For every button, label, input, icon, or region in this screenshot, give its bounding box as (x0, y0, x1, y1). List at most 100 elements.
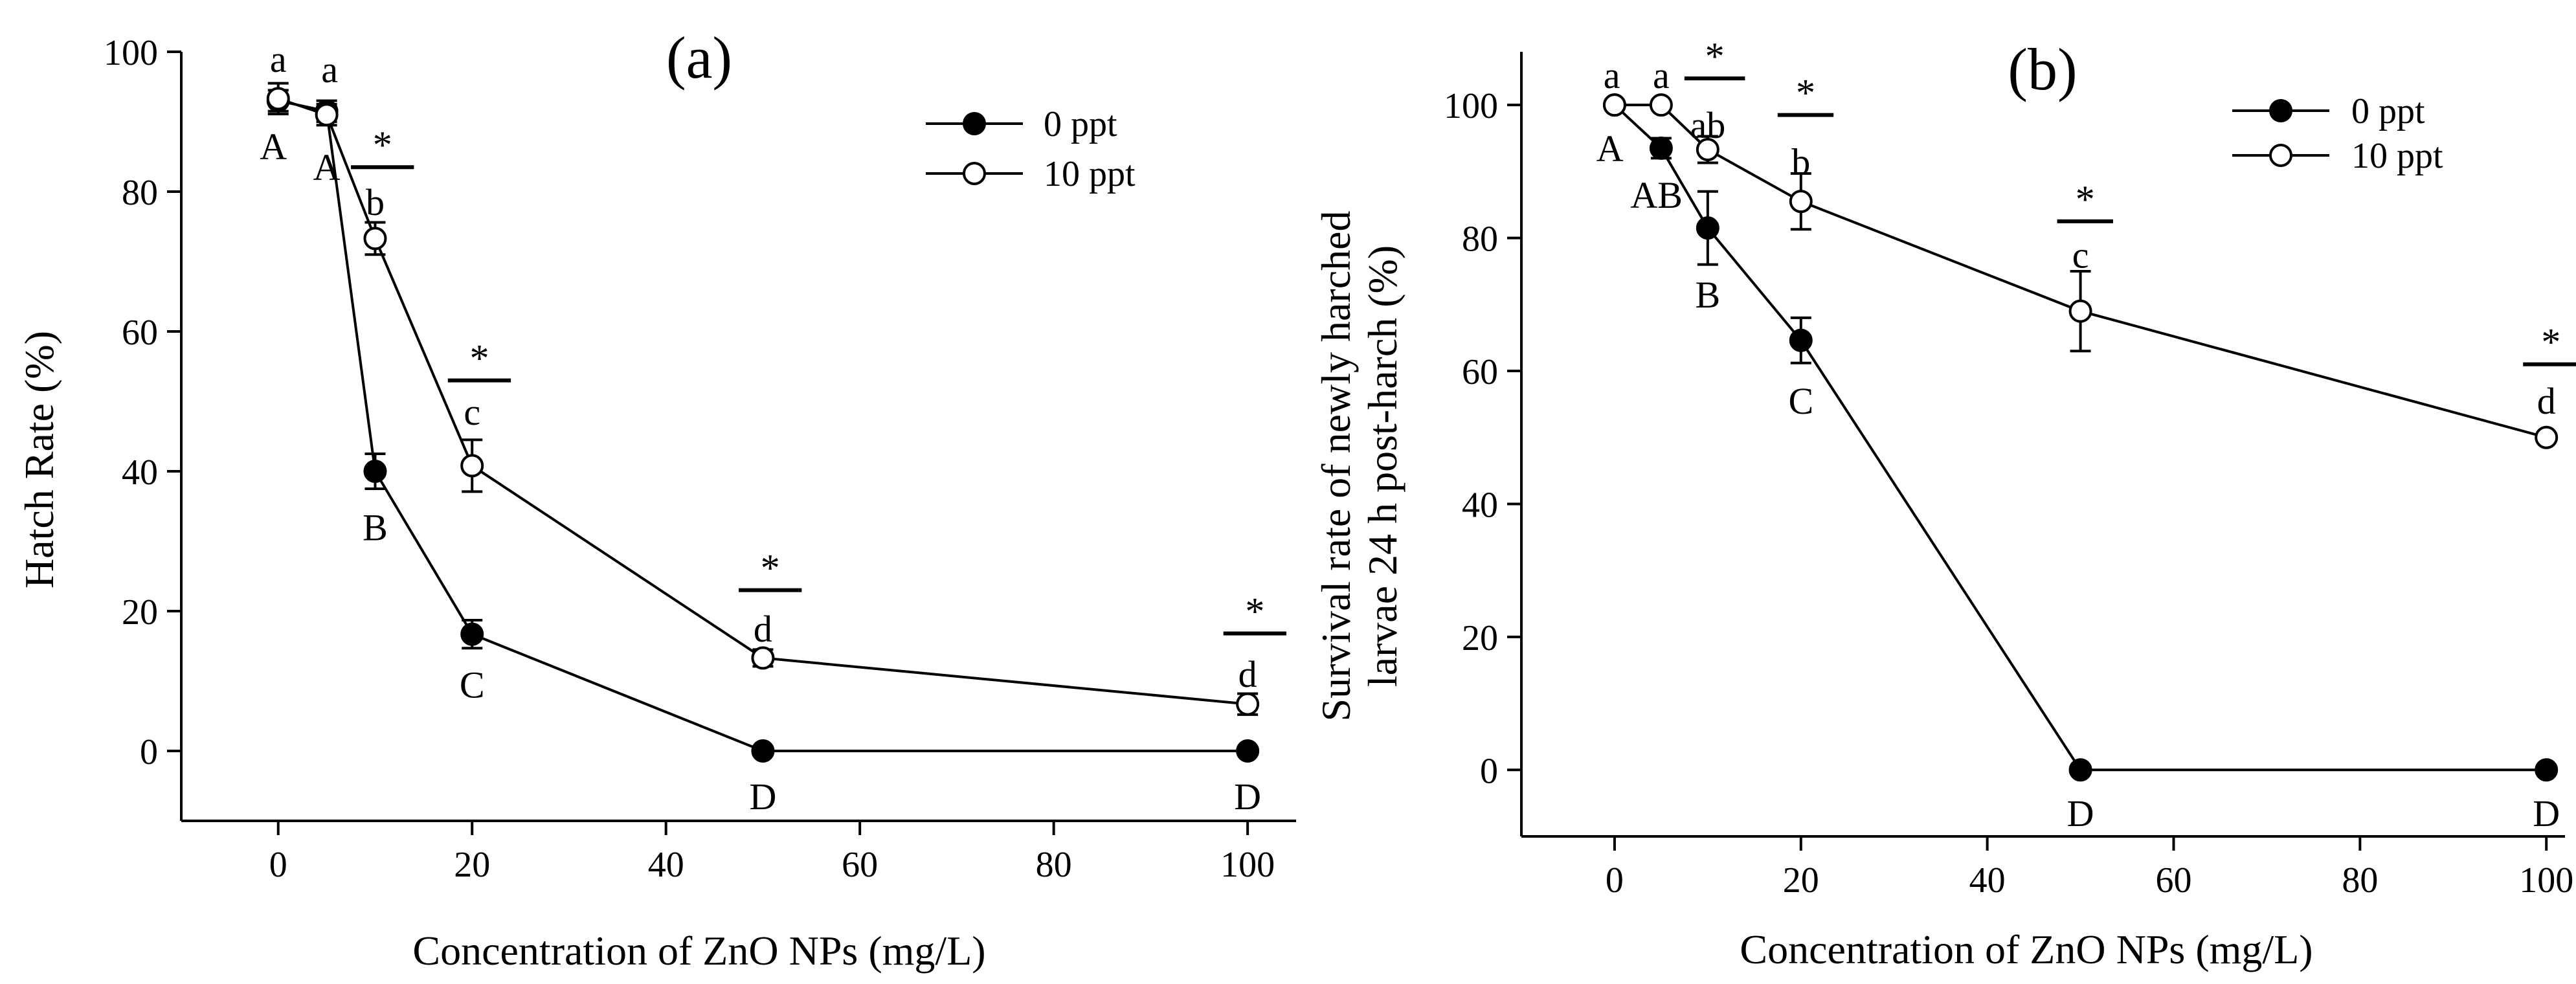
x-tick-label: 0 (1606, 860, 1624, 900)
data-point-10-ppt (1649, 93, 1673, 117)
y-tick-label: 60 (122, 313, 158, 353)
x-tick-label: 0 (269, 845, 287, 885)
group-letter-label: c (464, 391, 480, 433)
group-letter-label: B (1696, 274, 1721, 316)
panel-a-y-axis-label: Hatch Rate (%) (16, 331, 62, 588)
x-tick-label: 60 (842, 845, 878, 885)
legend-label: 0 ppt (1044, 104, 1117, 144)
legend-marker-open (963, 162, 986, 185)
data-point-0-ppt (1789, 328, 1813, 352)
panel-a-y-ticks: 0 20 40 60 80 100 (104, 33, 181, 772)
data-point-0-ppt (460, 622, 484, 646)
y-tick-label: 0 (1480, 751, 1498, 791)
group-letter-label: d (2537, 380, 2556, 422)
panel-b-title: (b) (2008, 36, 2077, 102)
group-letter-label: a (1653, 54, 1670, 96)
group-letter-label: B (363, 506, 388, 548)
x-tick-label: 60 (2156, 860, 2192, 900)
panel-a-annotations: a a b c d d A A B C D D (260, 38, 1261, 818)
panel-b-x-ticks: 0 20 40 60 80 100 (1606, 836, 2573, 900)
group-letter-label: A (1596, 128, 1624, 170)
x-tick-label: 20 (1783, 860, 1819, 900)
x-tick-label: 100 (2519, 860, 2573, 900)
group-letter-label: a (270, 38, 287, 80)
group-letter-label: AB (1630, 174, 1683, 216)
panel-b-y-axis-label-line-2: larvae 24 h post-harch (%) (1360, 245, 1406, 687)
legend-label: 0 ppt (2351, 91, 2425, 131)
data-point-10-ppt (1236, 692, 1260, 716)
data-point-0-ppt (751, 739, 775, 763)
legend-marker-open (2269, 144, 2292, 167)
data-point-0-ppt (2068, 758, 2092, 782)
data-point-10-ppt (266, 87, 290, 111)
legend-marker-filled (963, 112, 986, 135)
group-letter-label: b (366, 181, 385, 223)
significance-asterisk: * (2541, 321, 2560, 364)
y-tick-label: 0 (140, 732, 158, 772)
group-letter-label: d (1238, 653, 1257, 695)
group-letter-label: a (321, 49, 338, 91)
panel-b-significance-marks: * * * * (1684, 35, 2576, 366)
significance-asterisk: * (2076, 178, 2095, 221)
x-tick-label: 40 (1969, 860, 2006, 900)
panel-b-legend: 0 ppt 10 ppt (2232, 91, 2443, 176)
group-letter-label: a (1604, 54, 1620, 96)
panel-a-title: (a) (666, 25, 732, 91)
group-letter-label: D (749, 776, 776, 818)
data-point-10-ppt (315, 103, 339, 127)
y-tick-label: 20 (122, 592, 158, 632)
y-tick-label: 40 (1462, 485, 1498, 525)
panel-a-significance-marks: * * * * (351, 124, 1287, 636)
data-point-10-ppt (2068, 299, 2092, 323)
x-tick-label: 80 (2342, 860, 2378, 900)
data-point-10-ppt (1696, 137, 1719, 161)
significance-asterisk: * (761, 547, 780, 590)
panel-a-legend: 0 ppt 10 ppt (926, 104, 1136, 194)
legend-label: 10 ppt (1044, 154, 1136, 194)
panel-b-series (1602, 93, 2559, 782)
data-point-10-ppt (363, 227, 387, 251)
significance-asterisk: * (373, 124, 392, 166)
group-letter-label: b (1791, 140, 1810, 183)
group-letter-label: A (313, 146, 341, 188)
panel-a-x-ticks: 0 20 40 60 80 100 (269, 821, 1275, 885)
y-tick-label: 100 (1444, 86, 1498, 126)
x-tick-label: 20 (454, 845, 490, 885)
data-point-10-ppt (460, 454, 484, 478)
data-point-0-ppt (363, 460, 387, 483)
x-tick-label: 100 (1220, 845, 1275, 885)
x-tick-label: 80 (1036, 845, 1072, 885)
data-point-10-ppt (1789, 190, 1813, 214)
x-tick-label: 40 (648, 845, 684, 885)
panel-a-x-axis-label: Concentration of ZnO NPs (mg/L) (412, 928, 985, 974)
data-point-0-ppt (1696, 216, 1719, 240)
group-letter-label: A (260, 126, 287, 168)
y-tick-label: 40 (122, 453, 158, 493)
data-point-10-ppt (751, 646, 775, 670)
group-letter-label: D (1234, 776, 1261, 818)
group-letter-label: D (2533, 792, 2560, 834)
significance-asterisk: * (1796, 72, 1815, 115)
legend-marker-filled (2269, 99, 2292, 122)
panel-b-x-axis-label: Concentration of ZnO NPs (mg/L) (1740, 926, 2313, 972)
data-point-0-ppt (2535, 758, 2559, 782)
data-point-10-ppt (1602, 93, 1626, 117)
data-point-0-ppt (1236, 739, 1260, 763)
y-tick-label: 80 (1462, 219, 1498, 260)
group-letter-label: C (460, 664, 485, 706)
group-letter-label: C (1788, 380, 1813, 422)
group-letter-label: D (2067, 792, 2094, 834)
group-letter-label: c (2072, 234, 2089, 276)
significance-asterisk: * (1705, 35, 1725, 78)
panel-b-y-ticks: 0 20 40 60 80 100 (1444, 86, 1521, 791)
group-letter-label: ab (1690, 104, 1725, 146)
significance-asterisk: * (1245, 590, 1264, 633)
data-point-0-ppt (1649, 136, 1673, 160)
y-tick-label: 60 (1462, 352, 1498, 392)
data-point-10-ppt (2535, 425, 2559, 449)
panel-b-y-axis-label-line-1: Survival rate of newly harched (1313, 210, 1359, 721)
significance-asterisk: * (469, 337, 489, 380)
